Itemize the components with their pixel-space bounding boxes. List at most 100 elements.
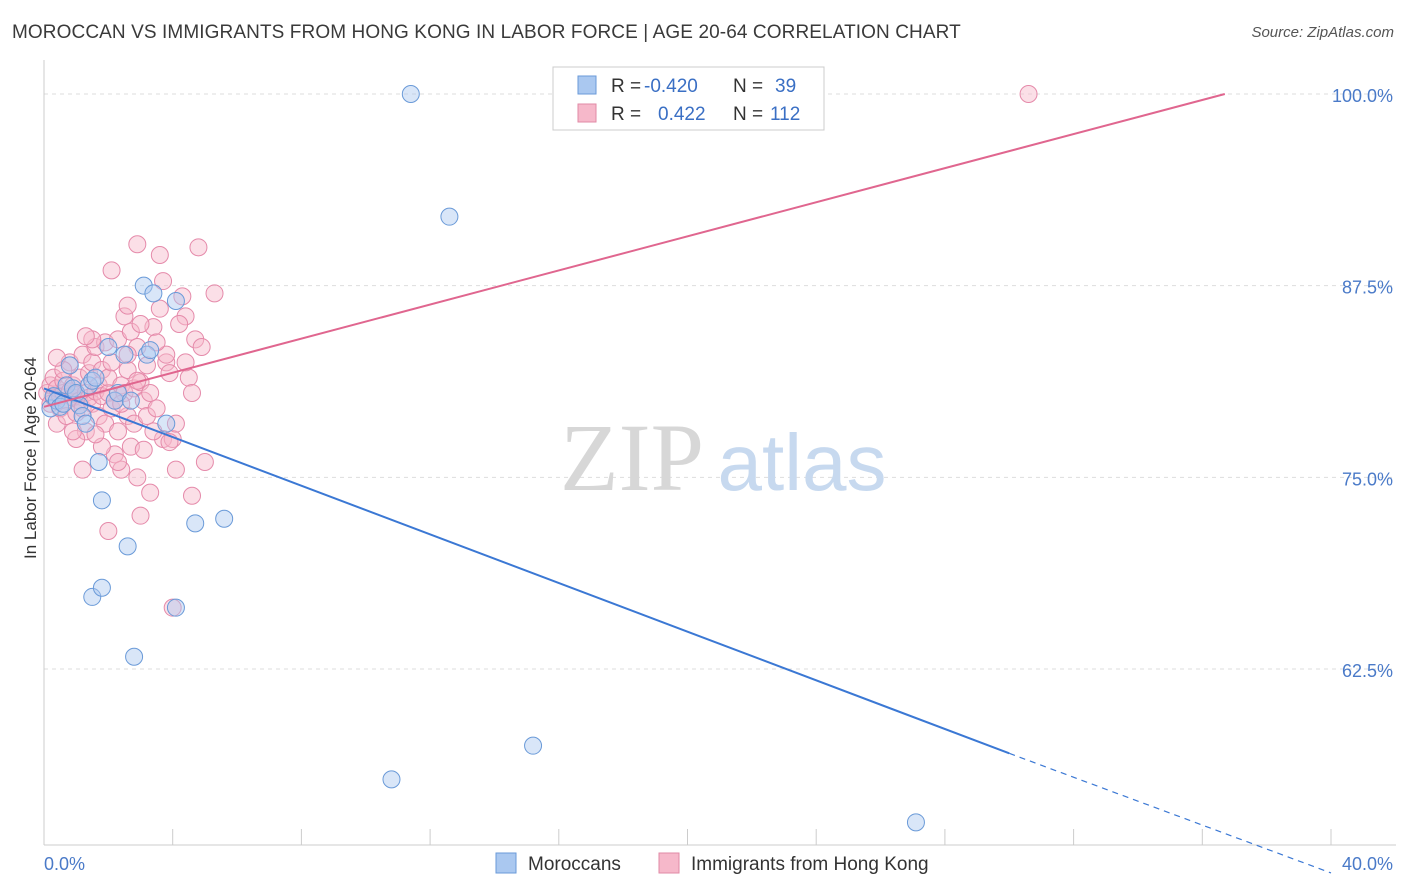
moroccans-point-35 <box>382 770 401 789</box>
hongkong-point-60 <box>137 356 156 375</box>
gridlines <box>44 93 1396 670</box>
hongkong-point-75 <box>186 330 205 349</box>
hongkong-point-43 <box>109 422 128 441</box>
hongkong-point-90 <box>118 296 137 315</box>
moroccans-trendline <box>43 387 1010 755</box>
moroccans-point-25 <box>141 341 160 360</box>
hongkong-point-71 <box>173 287 192 306</box>
legend-r-value-2: 0.422 <box>658 104 706 125</box>
series-legend-swatch-moroccans <box>495 852 517 874</box>
hongkong-point-74 <box>183 486 202 505</box>
hongkong-point-103 <box>170 315 189 333</box>
hongkong-point-106 <box>76 327 95 346</box>
hongkong-point-85 <box>1019 85 1038 103</box>
hongkong-point-64 <box>147 399 166 418</box>
hongkong-point-95 <box>183 384 202 402</box>
x-tick-label-min: 0.0% <box>44 854 85 874</box>
legend-n-value-1: 39 <box>775 76 796 97</box>
hongkong-point-61 <box>137 407 156 425</box>
legend-r-label-1: R = <box>611 76 641 97</box>
legend-r-label-2: R = <box>611 104 641 125</box>
legend-swatch-pink <box>577 103 597 123</box>
hongkong-point-91 <box>131 315 150 333</box>
hongkong-point-79 <box>128 235 147 254</box>
hongkong-point-82 <box>176 353 195 372</box>
moroccans-point-33 <box>92 578 111 597</box>
moroccans-point-13 <box>83 371 102 390</box>
moroccans-point-14 <box>86 368 105 387</box>
moroccans-point-20 <box>115 345 134 364</box>
hongkong-point-48 <box>115 307 134 326</box>
moroccans-point-23 <box>134 276 153 295</box>
trendlines <box>43 93 1332 874</box>
watermark: ZIP atlas <box>560 404 886 511</box>
moroccans-trendline-extension <box>1009 752 1332 874</box>
hongkong-point-78 <box>102 261 121 280</box>
hongkong-trendline <box>43 93 1226 408</box>
legend-swatch-blue <box>577 75 597 95</box>
series-legend-swatch-hongkong <box>658 852 680 874</box>
moroccans-point-29 <box>166 598 185 617</box>
moroccans-point-11 <box>76 414 95 433</box>
hongkong-point-73 <box>179 368 198 387</box>
hongkong-point-62 <box>141 483 160 502</box>
legend-n-value-2: 112 <box>770 104 800 125</box>
x-tick-label-max: 40.0% <box>1342 854 1393 874</box>
watermark-atlas: atlas <box>718 418 887 507</box>
moroccans-point-39 <box>401 85 420 103</box>
moroccans-point-3 <box>51 397 70 416</box>
moroccans-point-26 <box>144 284 163 303</box>
moroccans-point-6 <box>60 356 79 375</box>
hongkong-point-70 <box>166 460 185 479</box>
watermark-zip: ZIP <box>560 404 704 511</box>
legend-n-label-1: N = <box>733 76 763 97</box>
hongkong-point-51 <box>121 322 140 341</box>
moroccans-point-37 <box>524 736 543 755</box>
y-tick-label-3: 100.0% <box>1332 86 1393 106</box>
moroccans-point-17 <box>99 338 118 356</box>
moroccans-point-28 <box>166 292 185 310</box>
hongkong-point-104 <box>192 338 211 356</box>
hongkong-point-67 <box>157 353 176 372</box>
hongkong-point-58 <box>131 506 150 525</box>
legend-r-value-1: -0.420 <box>644 76 698 97</box>
hongkong-point-109 <box>147 333 166 352</box>
hongkong-point-92 <box>141 384 160 402</box>
hongkong-point-83 <box>99 522 118 540</box>
hongkong-point-72 <box>176 307 195 326</box>
hongkong-point-77 <box>205 284 224 303</box>
moroccans-point-22 <box>121 391 140 410</box>
moroccans-point-15 <box>89 453 108 471</box>
hongkong-point-80 <box>150 246 169 264</box>
moroccans-point-30 <box>186 514 205 533</box>
moroccans-point-16 <box>92 491 111 510</box>
y-axis-label: In Labor Force | Age 20-64 <box>21 357 40 559</box>
hongkong-point-76 <box>189 238 208 257</box>
moroccans-point-31 <box>215 509 234 528</box>
legend-n-label-2: N = <box>733 104 763 125</box>
moroccans-point-34 <box>125 647 144 666</box>
hongkong-point-65 <box>150 299 169 318</box>
chart-source: Source: ZipAtlas.com <box>1251 24 1394 41</box>
hongkong-point-94 <box>166 414 185 433</box>
axes <box>43 60 1396 846</box>
series-hongkong-points <box>38 85 1038 617</box>
moroccans-point-27 <box>157 414 176 433</box>
y-tick-label-0: 62.5% <box>1342 661 1393 681</box>
hongkong-point-56 <box>128 468 147 487</box>
y-tick-label-1: 75.0% <box>1342 469 1393 489</box>
tick-labels: 62.5% 75.0% 87.5% 100.0% 0.0% 40.0% <box>44 86 1393 874</box>
series-legend: Moroccans Immigrants from Hong Kong <box>495 852 929 875</box>
correlation-legend: R = -0.420 N = 39 R = 0.422 N = 112 <box>552 66 825 131</box>
hongkong-point-89 <box>109 453 128 471</box>
hongkong-point-108 <box>134 440 153 459</box>
y-tick-label-2: 87.5% <box>1342 278 1393 298</box>
hongkong-point-93 <box>154 272 173 291</box>
series-legend-label-hongkong: Immigrants from Hong Kong <box>691 854 929 875</box>
moroccans-point-32 <box>83 587 102 606</box>
hongkong-point-24 <box>76 422 95 441</box>
hongkong-point-97 <box>73 460 92 479</box>
chart-title: MOROCCAN VS IMMIGRANTS FROM HONG KONG IN… <box>12 22 961 43</box>
hongkong-point-105 <box>195 453 214 471</box>
